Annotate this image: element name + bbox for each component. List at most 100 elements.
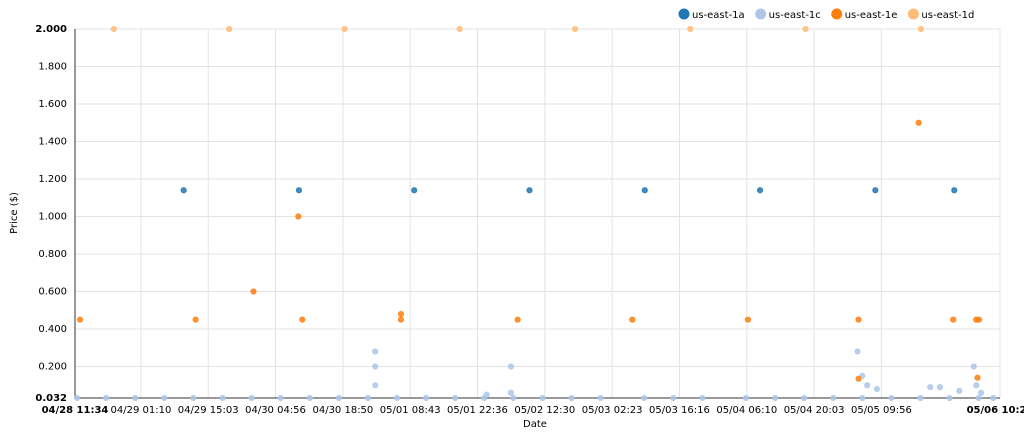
point [514,316,521,323]
x-tick-label: 05/01 08:43 [380,405,441,416]
point [161,394,168,402]
point [859,394,866,402]
point [219,394,226,402]
point [397,316,405,323]
x-tick-label: 05/04 06:10 [716,405,777,416]
point [915,119,922,126]
x-tick-label: 05/02 12:30 [514,405,575,416]
point [295,187,303,194]
x-tick-label: 05/01 22:36 [447,405,508,416]
point [295,213,302,220]
point [568,394,575,402]
point [510,394,517,402]
point [854,348,861,355]
point [364,394,372,402]
point [180,187,187,194]
point [699,394,706,402]
point [76,316,84,323]
point [299,316,306,323]
point [977,389,985,396]
legend-label: us-east-1d [921,10,974,21]
x-tick-label: 04/29 15:03 [178,405,239,416]
point [306,394,313,402]
point [110,25,117,33]
x-tick-label: 04/30 04:56 [245,405,306,416]
point [456,25,463,33]
point [801,394,808,402]
point [864,382,871,389]
x-tick-label: 05/03 02:23 [582,405,643,416]
point [687,25,694,33]
point [341,25,348,33]
point [802,25,809,33]
y-tick-label: 2.000 [35,24,67,35]
legend-marker [831,8,843,20]
point [277,394,284,402]
point [226,25,233,33]
point [597,394,604,402]
x-tick-label: 05/06 10:24 [967,405,1024,416]
point [507,363,515,370]
legend-label: us-east-1e [845,10,898,21]
point [422,394,430,402]
point [946,394,953,402]
point [483,391,490,398]
y-tick-label: 0.400 [38,324,67,335]
point [74,394,81,402]
point [975,316,983,323]
point [539,394,546,402]
point [756,187,764,194]
point [248,394,255,402]
point [192,316,199,323]
y-tick-label: 0.600 [38,287,67,298]
y-tick-label: 0.800 [38,249,67,260]
point [629,316,636,323]
x-tick-label: 04/29 01:10 [111,405,172,416]
x-tick-label: 04/28 11:34 [42,405,109,416]
legend-marker [678,8,690,20]
legend-label: us-east-1c [769,10,821,21]
point [973,382,980,389]
point [873,385,880,393]
point [372,348,379,355]
x-tick-label: 05/05 09:56 [851,405,912,416]
point [990,394,997,402]
point [372,382,379,389]
point [372,363,379,370]
point [970,363,977,370]
point [507,389,515,396]
point [771,394,779,402]
point [975,394,982,402]
point [641,187,648,194]
point [917,25,924,33]
point [855,375,862,382]
point [742,394,750,402]
y-axis-title: Price ($) [9,192,20,234]
point [830,394,837,402]
legend-label: us-east-1a [692,10,745,21]
point [974,374,981,381]
point [411,187,418,194]
legend-marker [907,8,919,20]
point [526,187,533,194]
x-axis-title: Date [523,419,547,430]
point [103,394,110,402]
point [670,394,677,402]
x-tick-label: 05/03 16:16 [649,405,710,416]
point [132,394,139,402]
point [956,387,963,394]
y-tick-label: 1.400 [38,137,67,148]
y-tick-label: 1.600 [38,99,67,110]
point [927,384,934,391]
legend-marker [755,8,767,20]
point [190,394,197,402]
y-tick-label: 1.800 [38,62,67,73]
point [452,394,459,402]
point [917,394,924,402]
y-tick-label: 0.200 [38,362,67,373]
point [951,187,958,194]
point [335,394,342,402]
x-tick-label: 05/04 20:03 [784,405,845,416]
point [397,310,405,318]
